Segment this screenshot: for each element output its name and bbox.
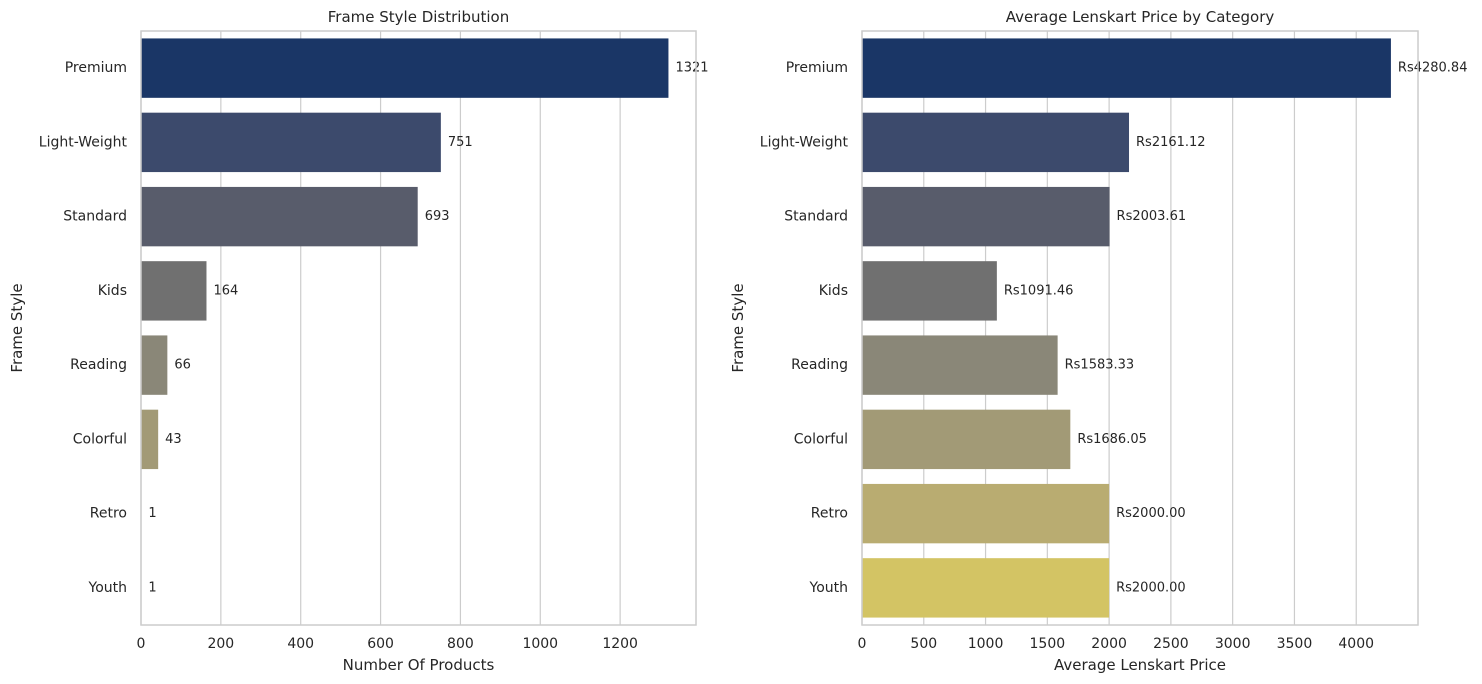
x-tick-label: 1000 xyxy=(522,636,558,652)
bar-premium xyxy=(141,38,669,98)
data-label: Rs2161.12 xyxy=(1136,135,1206,150)
x-tick-label: 400 xyxy=(287,636,314,652)
y-tick-label: Light-Weight xyxy=(760,134,849,150)
x-tick-label: 1200 xyxy=(602,636,638,652)
y-tick-label: Colorful xyxy=(73,431,127,447)
chart-average-price-by-category: Rs4280.84 Rs2161.12 Rs2003.61 Rs1091.46 Rs15… xyxy=(729,8,1467,674)
data-label: Rs2003.61 xyxy=(1117,209,1187,224)
bar-premium xyxy=(862,38,1391,98)
x-tick-label: 200 xyxy=(207,636,234,652)
bar-retro xyxy=(862,483,1110,544)
x-axis-label: Number Of Products xyxy=(343,656,495,674)
x-tick-label: 0 xyxy=(137,636,146,652)
y-tick-label: Kids xyxy=(819,283,848,299)
bar-youth xyxy=(862,558,1110,618)
x-tick-label: 2500 xyxy=(1153,636,1189,652)
bar-kids xyxy=(141,261,207,321)
bar-reading xyxy=(862,335,1058,395)
x-axis-label: Average Lenskart Price xyxy=(1054,656,1226,674)
data-label: 1321 xyxy=(675,61,708,76)
y-tick-label: Kids xyxy=(98,283,127,299)
y-tick-label: Light-Weight xyxy=(39,134,128,150)
chart-title: Frame Style Distribution xyxy=(328,8,509,26)
y-tick-label: Standard xyxy=(784,209,848,225)
x-tick-label: 3000 xyxy=(1215,636,1251,652)
bar-standard xyxy=(141,186,418,247)
data-label: Rs1686.05 xyxy=(1077,432,1147,447)
x-tick-label: 3500 xyxy=(1277,636,1313,652)
x-tick-label: 0 xyxy=(858,636,867,652)
bar-light-weight xyxy=(862,112,1130,173)
data-label: 1 xyxy=(148,580,156,595)
bar-standard xyxy=(862,186,1110,247)
x-tick-label: 600 xyxy=(367,636,394,652)
bar-colorful xyxy=(141,409,159,470)
bar-light-weight xyxy=(141,112,441,173)
x-tick-label: 500 xyxy=(910,636,937,652)
bars: Rs4280.84 Rs2161.12 Rs2003.61 Rs1091.46 Rs15… xyxy=(862,38,1468,618)
x-tick-label: 1000 xyxy=(968,636,1004,652)
y-tick-label: Reading xyxy=(70,357,127,373)
x-tick-labels: 0 200 400 600 800 1000 1200 xyxy=(137,636,638,652)
y-tick-label: Retro xyxy=(811,506,848,522)
chart-title: Average Lenskart Price by Category xyxy=(1006,8,1275,26)
y-axis-label: Frame Style xyxy=(8,283,26,372)
x-tick-label: 4000 xyxy=(1338,636,1374,652)
y-tick-labels: Premium Light-Weight Standard Kids Reading Co… xyxy=(760,60,849,596)
y-tick-label: Premium xyxy=(786,60,848,76)
data-label: Rs1583.33 xyxy=(1065,358,1135,373)
x-tick-label: 800 xyxy=(447,636,474,652)
y-tick-labels: Premium Light-Weight Standard Kids Reading Co… xyxy=(39,60,128,596)
axes-frame xyxy=(861,30,1419,626)
bars: 1321 751 693 164 66 43 1 1 xyxy=(141,38,709,618)
bar-colorful xyxy=(862,409,1071,470)
data-label: Rs4280.84 xyxy=(1398,61,1468,76)
y-tick-label: Youth xyxy=(809,580,849,596)
y-tick-label: Standard xyxy=(63,209,127,225)
y-tick-label: Colorful xyxy=(794,431,848,447)
y-tick-label: Reading xyxy=(791,357,848,373)
chart-frame-style-distribution: 1321 751 693 164 66 43 1 1 Premium Light-Weight St… xyxy=(8,8,709,674)
y-tick-label: Premium xyxy=(65,60,127,76)
x-tick-labels: 0 500 1000 1500 2000 2500 3000 3500 4000 xyxy=(858,636,1375,652)
data-label: Rs1091.46 xyxy=(1004,283,1074,298)
x-tick-label: 1500 xyxy=(1030,636,1066,652)
data-label: 693 xyxy=(425,209,450,224)
bar-reading xyxy=(141,335,168,395)
y-tick-label: Retro xyxy=(90,506,127,522)
x-tick-label: 2000 xyxy=(1091,636,1127,652)
data-label: 751 xyxy=(448,135,473,150)
data-label: 43 xyxy=(165,432,182,447)
data-label: Rs2000.00 xyxy=(1116,580,1186,595)
data-label: Rs2000.00 xyxy=(1116,506,1186,521)
data-label: 66 xyxy=(174,358,191,373)
y-axis-label: Frame Style xyxy=(729,283,747,372)
data-label: 1 xyxy=(148,506,156,521)
bar-kids xyxy=(862,261,997,321)
axes-frame xyxy=(140,30,697,626)
data-label: 164 xyxy=(213,283,238,298)
y-tick-label: Youth xyxy=(88,580,128,596)
